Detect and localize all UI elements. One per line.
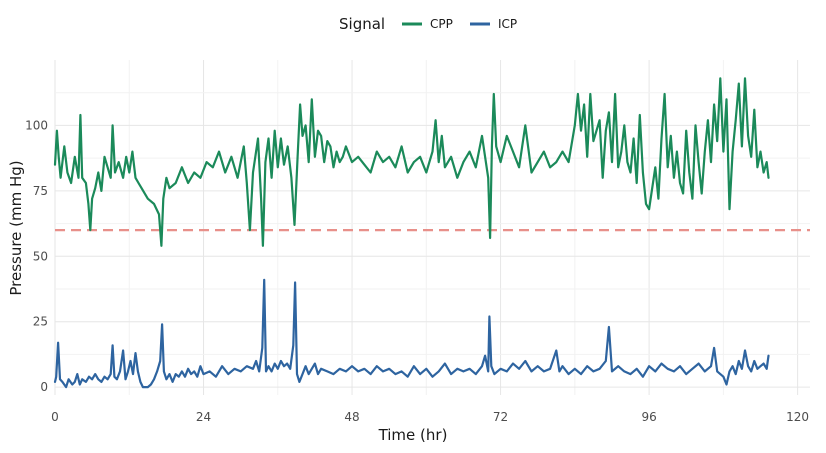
y-axis-ticks: 0 25 50 75 100 [25,118,48,394]
y-tick-label: 0 [40,380,48,394]
y-tick-label: 25 [33,315,48,329]
legend-label-icp: ICP [498,17,517,31]
x-tick-label: 96 [641,410,656,424]
x-tick-label: 72 [493,410,508,424]
series-line-cpp [53,77,770,247]
legend: Signal CPP ICP [339,15,517,33]
x-axis-title: Time (hr) [378,426,448,444]
x-tick-label: 120 [786,410,809,424]
series-line-icp [53,278,770,389]
legend-title: Signal [339,15,385,33]
x-tick-label: 48 [344,410,359,424]
y-tick-label: 50 [33,249,48,263]
y-tick-label: 100 [25,118,48,132]
x-tick-label: 24 [196,410,211,424]
plot-background [55,60,810,395]
series-lines [53,77,770,389]
legend-label-cpp: CPP [430,17,453,31]
x-tick-label: 0 [51,410,59,424]
y-tick-label: 75 [33,184,48,198]
x-axis-ticks: 0 24 48 72 96 120 [51,410,809,424]
y-axis-title: Pressure (mm Hg) [7,160,25,295]
grid-lines [54,60,810,395]
